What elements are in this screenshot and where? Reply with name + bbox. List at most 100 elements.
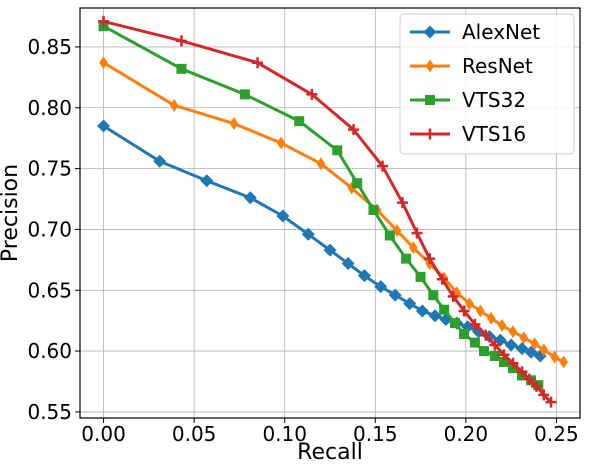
data-point (459, 329, 470, 340)
data-point (368, 204, 379, 215)
data-point (352, 178, 363, 189)
plot-frame (79, 7, 581, 419)
x-tick-label: 0.05 (172, 422, 217, 446)
data-point (276, 136, 286, 150)
legend-label: AlexNet (462, 20, 540, 44)
data-point (415, 271, 426, 282)
y-tick-label: 0.70 (27, 217, 72, 241)
data-point (458, 305, 470, 317)
data-point (508, 325, 518, 339)
data-point (200, 174, 214, 188)
x-axis-label: Recall (297, 440, 363, 465)
data-point (476, 304, 485, 318)
data-point (374, 280, 388, 294)
data-point (388, 288, 402, 302)
data-point (447, 290, 459, 302)
legend-swatch-marker (425, 95, 435, 105)
data-point (294, 116, 305, 127)
data-point (239, 89, 250, 100)
data-point (276, 209, 290, 223)
data-point (332, 145, 343, 156)
data-point (519, 331, 529, 345)
y-tick-label: 0.85 (27, 35, 72, 59)
legend: AlexNet ResNet VTS32 VTS16 (399, 13, 575, 155)
data-point (489, 339, 501, 351)
x-tick-label: 0.25 (534, 422, 579, 446)
data-point (348, 124, 360, 136)
legend-label: ResNet (462, 54, 533, 78)
data-point (301, 227, 315, 241)
data-point (436, 273, 448, 285)
legend-swatch-marker (424, 128, 436, 140)
data-point (357, 269, 371, 283)
series-alexnet (97, 119, 547, 363)
data-point (396, 197, 408, 209)
data-point (392, 224, 402, 238)
data-point (498, 357, 509, 368)
data-point (415, 304, 429, 318)
x-tick-label: 0.20 (444, 422, 489, 446)
data-point (175, 35, 187, 47)
data-point (229, 117, 239, 131)
data-point (377, 160, 389, 172)
data-point (176, 63, 187, 74)
data-point (169, 98, 179, 112)
data-point (498, 349, 510, 361)
y-tick-label: 0.55 (27, 400, 72, 424)
legend-item: ResNet (410, 54, 533, 78)
series-vts16 (98, 15, 557, 408)
data-point (538, 389, 550, 401)
data-point (323, 243, 337, 257)
axis-ticks: 0.00 0.05 0.10 0.15 0.20 0.25 0.55 0.60 0.65 0.70… (27, 35, 578, 446)
data-point (428, 290, 439, 301)
data-point (424, 253, 436, 265)
y-axis-label: Precision (0, 164, 23, 262)
legend-swatch-marker (425, 59, 435, 73)
data-point (439, 304, 450, 315)
legend-box (399, 13, 575, 155)
data-point (489, 350, 500, 361)
data-point (99, 56, 108, 70)
y-tick-label: 0.75 (27, 157, 72, 181)
data-point (316, 157, 326, 171)
x-tick-label: 0.00 (81, 422, 126, 446)
data-point (97, 119, 111, 133)
data-point (550, 350, 559, 364)
data-point (478, 346, 489, 357)
y-tick-label: 0.60 (27, 339, 72, 363)
data-point (493, 333, 507, 347)
data-point (530, 337, 540, 351)
legend-item: VTS32 (410, 88, 526, 112)
data-point (306, 88, 318, 100)
data-point (98, 15, 110, 27)
legend-swatch-marker (423, 25, 437, 39)
data-point (450, 318, 460, 329)
legend-item: AlexNet (410, 20, 540, 44)
data-point (497, 319, 507, 333)
x-tick-label: 0.10 (262, 422, 307, 446)
data-point (523, 373, 535, 385)
data-point (486, 311, 496, 325)
data-point (559, 355, 568, 369)
data-point (403, 297, 417, 311)
x-tick-label: 0.15 (353, 422, 398, 446)
data-point (428, 309, 442, 323)
data-point (531, 380, 543, 392)
data-point (153, 154, 167, 168)
series-line (103, 19, 553, 404)
legend-item: VTS16 (410, 122, 526, 146)
data-point (539, 343, 549, 357)
data-point (504, 338, 518, 352)
data-point (469, 318, 481, 330)
data-point (401, 253, 412, 264)
data-point (409, 241, 418, 255)
y-tick-label: 0.80 (27, 96, 72, 120)
data-point (480, 329, 492, 341)
data-point (465, 297, 474, 311)
data-point (384, 230, 395, 241)
legend-label: VTS16 (462, 122, 526, 146)
data-point (341, 256, 355, 270)
data-point (411, 227, 423, 239)
data-point (469, 337, 480, 348)
